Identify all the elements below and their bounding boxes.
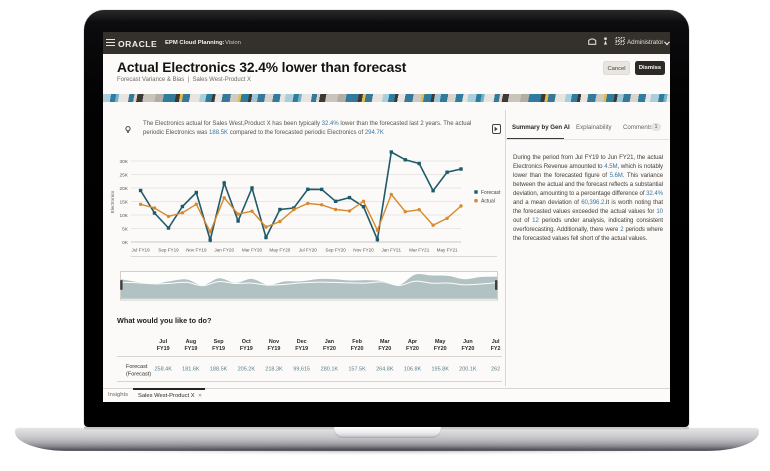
svg-text:181.6K: 181.6K bbox=[182, 367, 200, 373]
svg-text:Jun: Jun bbox=[463, 339, 473, 345]
svg-text:May: May bbox=[435, 339, 446, 345]
svg-text:Sep FY20: Sep FY20 bbox=[325, 248, 346, 253]
svg-text:Nov FY19: Nov FY19 bbox=[186, 248, 207, 253]
svg-text:Nov FY20: Nov FY20 bbox=[353, 248, 374, 253]
svg-text:106.8K: 106.8K bbox=[404, 367, 422, 373]
svg-text:FY19: FY19 bbox=[295, 346, 308, 352]
svg-text:Forecast: Forecast bbox=[481, 190, 501, 196]
svg-text:FY20: FY20 bbox=[351, 346, 364, 352]
svg-text:Apr: Apr bbox=[408, 339, 418, 345]
svg-text:30K: 30K bbox=[119, 159, 128, 165]
svg-text:25K: 25K bbox=[119, 172, 128, 178]
svg-text:Jul: Jul bbox=[159, 339, 167, 345]
svg-text:Jan FY20: Jan FY20 bbox=[214, 248, 234, 253]
svg-text:157.5K: 157.5K bbox=[348, 367, 366, 373]
svg-text:(Forecast): (Forecast) bbox=[126, 372, 151, 378]
svg-text:FY20: FY20 bbox=[378, 346, 391, 352]
svg-text:Dec: Dec bbox=[297, 339, 307, 345]
svg-text:Electronics: Electronics bbox=[110, 190, 115, 213]
svg-text:Mar FY20: Mar FY20 bbox=[242, 248, 263, 253]
svg-text:FY19: FY19 bbox=[184, 346, 197, 352]
svg-text:Oct: Oct bbox=[242, 339, 251, 345]
svg-text:264.8K: 264.8K bbox=[376, 367, 394, 373]
svg-text:200.1K: 200.1K bbox=[459, 367, 477, 373]
svg-text:Jul FY19: Jul FY19 bbox=[132, 248, 151, 253]
svg-text:Mar: Mar bbox=[380, 339, 390, 345]
svg-text:Actual: Actual bbox=[481, 199, 495, 205]
svg-text:FY20: FY20 bbox=[461, 346, 474, 352]
svg-text:0K: 0K bbox=[122, 240, 129, 246]
svg-text:Sep FY19: Sep FY19 bbox=[158, 248, 179, 253]
svg-text:5K: 5K bbox=[122, 226, 129, 232]
svg-text:262: 262 bbox=[491, 367, 500, 373]
svg-text:Forecast: Forecast bbox=[126, 364, 148, 370]
svg-text:10K: 10K bbox=[119, 213, 128, 219]
svg-text:FY19: FY19 bbox=[240, 346, 253, 352]
svg-text:Nov: Nov bbox=[269, 339, 279, 345]
svg-text:Jan: Jan bbox=[325, 339, 334, 345]
svg-text:FY2: FY2 bbox=[491, 346, 501, 352]
svg-text:May FY20: May FY20 bbox=[269, 248, 290, 253]
svg-text:FY19: FY19 bbox=[268, 346, 281, 352]
svg-text:Sep: Sep bbox=[214, 339, 225, 345]
svg-text:FY20: FY20 bbox=[434, 346, 447, 352]
svg-text:FY20: FY20 bbox=[406, 346, 419, 352]
svg-text:FY19: FY19 bbox=[157, 346, 170, 352]
svg-text:Jan FY21: Jan FY21 bbox=[381, 248, 401, 253]
svg-text:280.1K: 280.1K bbox=[321, 367, 339, 373]
svg-text:205.2K: 205.2K bbox=[238, 367, 256, 373]
svg-text:Aug: Aug bbox=[186, 339, 196, 345]
svg-text:218.3K: 218.3K bbox=[265, 367, 283, 373]
svg-text:Mar FY21: Mar FY21 bbox=[409, 248, 430, 253]
svg-text:258.4K: 258.4K bbox=[154, 367, 172, 373]
svg-text:99,615: 99,615 bbox=[293, 367, 310, 373]
svg-text:FY19: FY19 bbox=[212, 346, 225, 352]
svg-text:15K: 15K bbox=[119, 199, 128, 205]
svg-text:FY20: FY20 bbox=[323, 346, 336, 352]
svg-text:Feb: Feb bbox=[352, 339, 362, 345]
svg-text:188.5K: 188.5K bbox=[210, 367, 228, 373]
svg-text:Jul FY20: Jul FY20 bbox=[299, 248, 318, 253]
svg-text:May FY21: May FY21 bbox=[437, 248, 458, 253]
svg-text:Jul: Jul bbox=[492, 339, 500, 345]
svg-text:20K: 20K bbox=[119, 186, 128, 192]
svg-text:195.8K: 195.8K bbox=[431, 367, 449, 373]
